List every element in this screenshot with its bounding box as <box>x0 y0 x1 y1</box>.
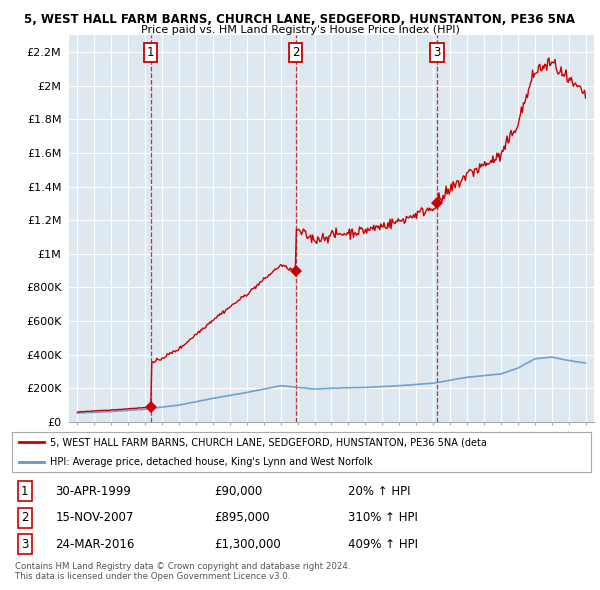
Text: 2: 2 <box>292 46 299 59</box>
Text: 30-APR-1999: 30-APR-1999 <box>55 484 131 498</box>
Text: £90,000: £90,000 <box>215 484 263 498</box>
Text: 5, WEST HALL FARM BARNS, CHURCH LANE, SEDGEFORD, HUNSTANTON, PE36 5NA: 5, WEST HALL FARM BARNS, CHURCH LANE, SE… <box>25 13 575 26</box>
Text: Contains HM Land Registry data © Crown copyright and database right 2024.: Contains HM Land Registry data © Crown c… <box>15 562 350 571</box>
Text: 310% ↑ HPI: 310% ↑ HPI <box>348 511 418 525</box>
Text: £895,000: £895,000 <box>215 511 270 525</box>
Text: 5, WEST HALL FARM BARNS, CHURCH LANE, SEDGEFORD, HUNSTANTON, PE36 5NA (deta: 5, WEST HALL FARM BARNS, CHURCH LANE, SE… <box>50 437 487 447</box>
Text: 3: 3 <box>21 537 28 551</box>
Text: 2: 2 <box>21 511 28 525</box>
Text: Price paid vs. HM Land Registry's House Price Index (HPI): Price paid vs. HM Land Registry's House … <box>140 25 460 35</box>
Text: 1: 1 <box>21 484 28 498</box>
Text: 409% ↑ HPI: 409% ↑ HPI <box>348 537 418 551</box>
Text: 24-MAR-2016: 24-MAR-2016 <box>55 537 135 551</box>
Text: 15-NOV-2007: 15-NOV-2007 <box>55 511 134 525</box>
Text: £1,300,000: £1,300,000 <box>215 537 281 551</box>
Text: 20% ↑ HPI: 20% ↑ HPI <box>348 484 410 498</box>
Text: This data is licensed under the Open Government Licence v3.0.: This data is licensed under the Open Gov… <box>15 572 290 581</box>
Text: HPI: Average price, detached house, King's Lynn and West Norfolk: HPI: Average price, detached house, King… <box>50 457 372 467</box>
Text: 3: 3 <box>433 46 440 59</box>
Text: 1: 1 <box>147 46 155 59</box>
